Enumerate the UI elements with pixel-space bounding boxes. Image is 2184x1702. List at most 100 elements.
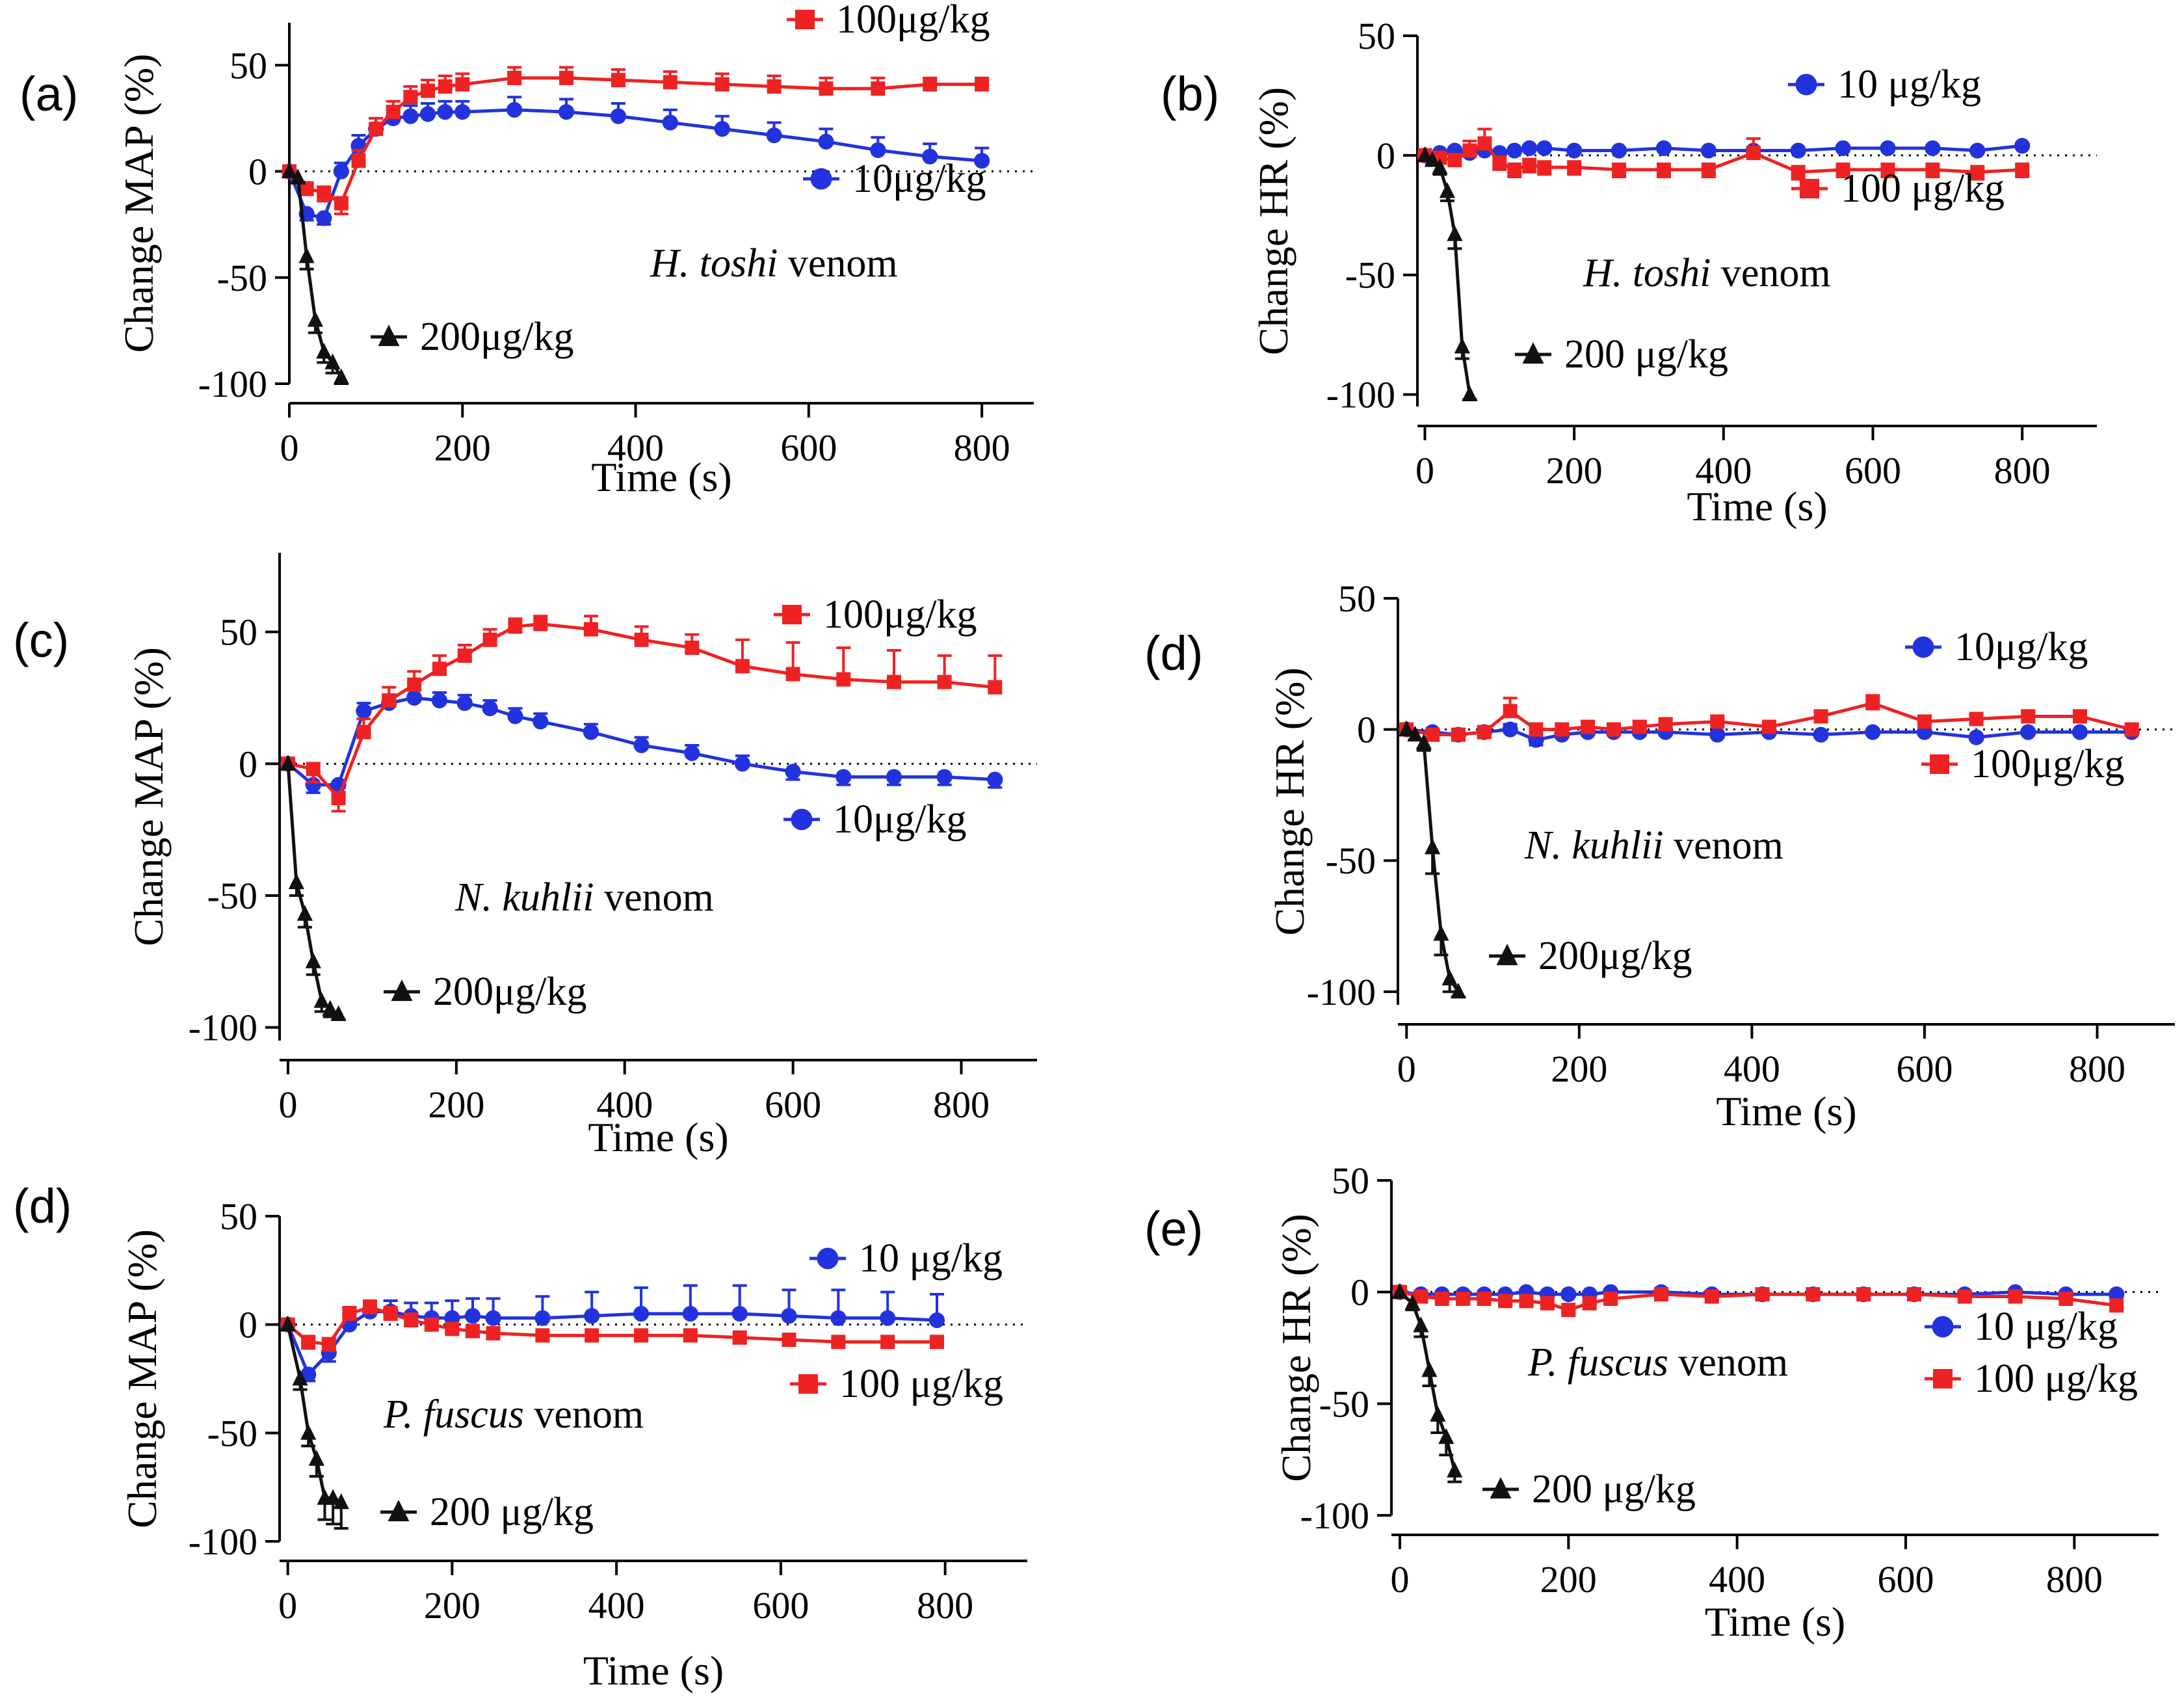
y-axis-title: Change MAP (%) xyxy=(119,1229,165,1528)
data-point-triangle xyxy=(1447,1461,1463,1478)
y-tick-label: 50 xyxy=(220,1195,257,1238)
data-point-square xyxy=(2109,1298,2124,1313)
data-point-circle xyxy=(830,1310,847,1326)
data-point-triangle xyxy=(1404,1294,1421,1310)
panel-label: (a) xyxy=(20,67,78,121)
data-point-square xyxy=(2008,1289,2023,1304)
legend-entry: 100 μg/kg xyxy=(790,1362,1003,1406)
data-point-square xyxy=(383,1307,398,1321)
data-point-square xyxy=(2015,162,2030,177)
venom-word: venom xyxy=(1711,251,1830,295)
data-point-triangle xyxy=(305,952,321,968)
legend-label: 100 μg/kg xyxy=(839,1362,1003,1406)
data-point-square xyxy=(1555,722,1570,737)
legend-entry: 10 μg/kg xyxy=(1925,1305,2118,1349)
data-point-triangle xyxy=(1413,1316,1429,1333)
data-point-square xyxy=(301,1335,316,1350)
data-point-square xyxy=(1522,157,1537,172)
panel-label: (b) xyxy=(1161,67,1219,121)
legend-label: 100 μg/kg xyxy=(1841,166,2005,211)
data-point-square xyxy=(715,77,730,92)
data-point-square xyxy=(317,185,332,200)
panel-label: (d) xyxy=(1144,626,1203,680)
data-point-square xyxy=(1917,714,1932,729)
legend-marker-square xyxy=(1933,1369,1953,1389)
legend-marker-square xyxy=(795,10,815,29)
chart-panel-2: (b) -100 -50 0 50 0 200 400 600 800 Change HR (%) T… xyxy=(1161,15,2097,529)
data-point-triangle xyxy=(280,754,296,771)
venom-annotation: N. kuhlii venom xyxy=(454,875,714,920)
data-point-circle xyxy=(1655,140,1672,156)
data-point-square xyxy=(1567,160,1582,175)
data-point-triangle xyxy=(300,1424,317,1440)
data-point-circle xyxy=(936,769,953,785)
data-point-square xyxy=(1456,1291,1471,1306)
data-point-square xyxy=(634,632,649,647)
data-point-square xyxy=(923,77,938,92)
chart-panel-3: (c) -100 -50 0 50 0 200 400 600 800 Change MAP (%)… xyxy=(13,553,1037,1160)
data-point-square xyxy=(1761,719,1776,734)
data-point-circle xyxy=(1835,140,1851,156)
x-tick-label: 600 xyxy=(1845,449,1901,492)
panel-label: (c) xyxy=(13,613,69,667)
data-point-circle xyxy=(482,700,498,717)
data-point-square xyxy=(929,1335,944,1350)
data-point-circle xyxy=(507,101,523,118)
data-point-square xyxy=(871,81,886,96)
data-point-circle xyxy=(2109,1286,2125,1303)
data-point-square xyxy=(386,105,401,120)
data-point-circle xyxy=(731,1305,748,1322)
data-point-triangle xyxy=(1417,146,1433,163)
legend-label: 200μg/kg xyxy=(420,315,573,359)
data-point-triangle xyxy=(1399,720,1415,737)
x-axis-title: Time (s) xyxy=(1687,483,1827,529)
data-point-square xyxy=(404,1313,419,1327)
data-point-triangle xyxy=(1391,1283,1408,1299)
data-point-circle xyxy=(1865,724,1881,740)
data-point-circle xyxy=(584,1308,600,1324)
x-tick-label: 800 xyxy=(2046,1558,2103,1601)
legend-marker-triangle xyxy=(1496,944,1518,966)
y-tick-label: -100 xyxy=(189,1007,257,1049)
legend-label: 10μg/kg xyxy=(1954,625,2088,669)
data-point-circle xyxy=(714,121,730,137)
venom-annotation: N. kuhlii venom xyxy=(1524,823,1783,868)
data-point-square xyxy=(937,674,952,689)
data-point-square xyxy=(1606,722,1621,737)
data-point-triangle xyxy=(325,1489,341,1505)
data-point-square xyxy=(1492,155,1507,170)
data-point-triangle xyxy=(1462,385,1478,402)
data-point-square xyxy=(1880,162,1895,177)
data-point-triangle xyxy=(298,247,315,263)
data-point-square xyxy=(1434,1291,1449,1306)
data-point-circle xyxy=(880,1310,896,1326)
data-point-square xyxy=(1561,1303,1576,1318)
data-point-square xyxy=(2072,709,2087,724)
x-tick-label: 200 xyxy=(428,1084,484,1126)
data-point-square xyxy=(351,153,366,168)
x-tick-label: 200 xyxy=(424,1584,480,1627)
data-point-circle xyxy=(316,210,332,226)
data-point-triangle xyxy=(1433,925,1449,941)
species-name: H. toshi xyxy=(1583,251,1711,295)
data-point-triangle xyxy=(1454,338,1471,354)
data-point-triangle xyxy=(1415,733,1432,750)
data-point-triangle xyxy=(333,368,349,384)
legend-label: 100μg/kg xyxy=(823,592,977,637)
data-point-square xyxy=(685,640,700,655)
data-point-square xyxy=(1656,162,1671,177)
data-point-square xyxy=(535,1328,550,1343)
data-point-square xyxy=(663,75,678,90)
data-point-square xyxy=(1447,153,1462,168)
data-point-square xyxy=(1540,1296,1555,1310)
data-point-triangle xyxy=(308,1450,324,1466)
legend-entry: 200μg/kg xyxy=(384,970,586,1014)
data-point-triangle xyxy=(1432,158,1448,174)
chart-panel-5: (d) -100 -50 0 50 0 200 400 600 800 Change MAP (%)… xyxy=(13,1179,1027,1694)
legend-entry: 10 μg/kg xyxy=(1788,62,1981,107)
data-point-square xyxy=(1746,146,1761,161)
data-point-circle xyxy=(886,769,902,785)
x-tick-label: 400 xyxy=(607,427,664,469)
data-point-circle xyxy=(633,1305,650,1322)
data-point-square xyxy=(1906,1287,1921,1302)
